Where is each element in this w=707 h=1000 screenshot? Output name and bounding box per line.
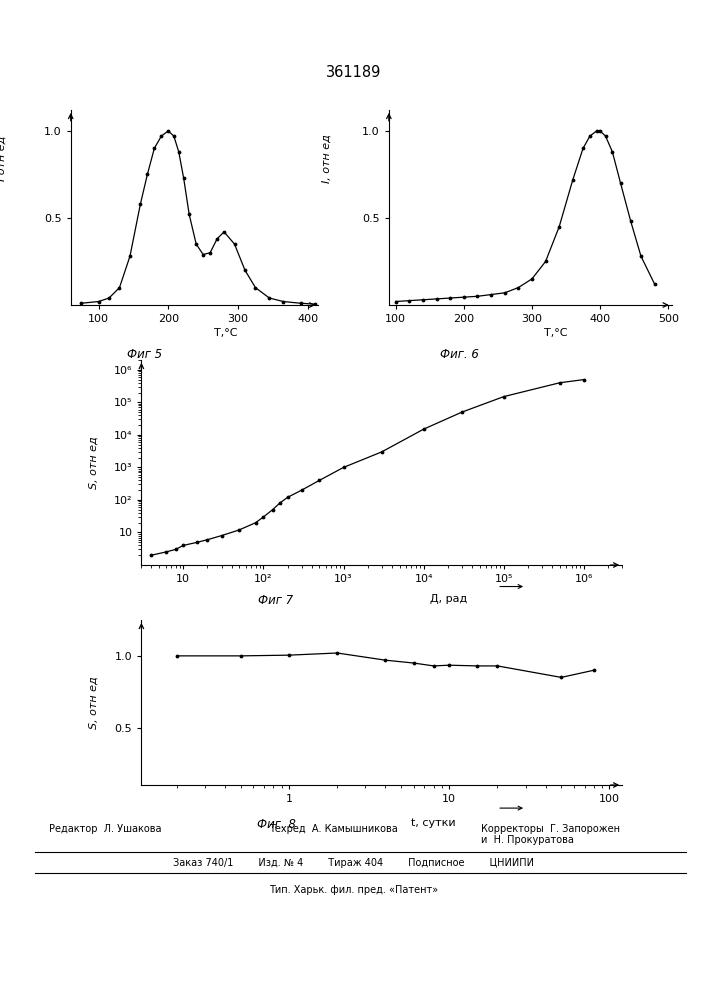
Text: Редактор  Л. Ушакова: Редактор Л. Ушакова [49,824,162,834]
Text: S, отн ед: S, отн ед [88,676,98,729]
Text: I отн ед: I отн ед [0,136,6,181]
Text: Заказ 740/1        Изд. № 4        Тираж 404        Подписное        ЦНИИПИ: Заказ 740/1 Изд. № 4 Тираж 404 Подписное… [173,857,534,867]
Text: Фиг 7: Фиг 7 [259,594,293,607]
Text: 361189: 361189 [326,65,381,80]
Text: S, отн ед: S, отн ед [88,436,98,489]
Text: t, сутки: t, сутки [411,818,455,828]
Text: T,°C: T,°C [544,328,568,338]
Text: Фиг. 8: Фиг. 8 [257,818,296,831]
Text: I, отн ед: I, отн ед [322,134,332,183]
Text: T,°C: T,°C [214,328,238,338]
Text: Д, рад: Д, рад [430,594,467,604]
Text: Корректоры  Г. Запорожен: Корректоры Г. Запорожен [481,824,620,834]
Text: и  Н. Прокуратова: и Н. Прокуратова [481,835,573,845]
Text: Фиг. 6: Фиг. 6 [440,348,479,361]
Text: Фиг 5: Фиг 5 [127,348,163,361]
Text: Тип. Харьк. фил. пред. «Патент»: Тип. Харьк. фил. пред. «Патент» [269,885,438,895]
Text: Техред  А. Камышникова: Техред А. Камышникова [269,824,397,834]
